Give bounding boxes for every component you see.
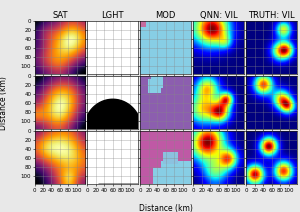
Title: MOD: MOD xyxy=(156,11,176,20)
Title: LGHT: LGHT xyxy=(101,11,124,20)
Title: SAT: SAT xyxy=(52,11,68,20)
Title: TRUTH: VIL: TRUTH: VIL xyxy=(248,11,295,20)
Title: QNN: VIL: QNN: VIL xyxy=(200,11,238,20)
Text: Distance (km): Distance (km) xyxy=(0,76,8,130)
Polygon shape xyxy=(88,99,138,130)
Text: Distance (km): Distance (km) xyxy=(139,204,193,212)
